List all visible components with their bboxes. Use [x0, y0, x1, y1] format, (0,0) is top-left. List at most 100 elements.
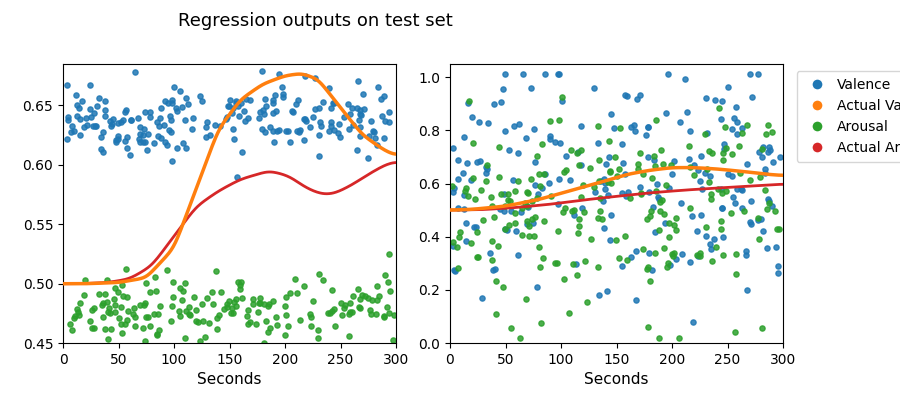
Point — [487, 101, 501, 107]
Point — [466, 140, 481, 146]
Point — [716, 150, 731, 156]
Point — [158, 98, 173, 104]
Point — [240, 321, 255, 328]
Point — [160, 100, 175, 106]
Point — [111, 133, 125, 139]
Point — [653, 199, 668, 205]
Point — [63, 321, 77, 327]
Point — [624, 254, 638, 261]
Point — [64, 129, 78, 136]
Point — [524, 84, 538, 91]
Point — [252, 300, 266, 306]
Point — [475, 216, 490, 223]
Point — [364, 118, 378, 124]
Point — [734, 186, 748, 192]
Point — [111, 120, 125, 126]
Point — [659, 110, 673, 117]
Point — [590, 123, 605, 129]
Point — [640, 266, 654, 273]
Point — [353, 296, 367, 302]
Point — [104, 326, 118, 332]
Point — [702, 179, 716, 185]
Point — [641, 123, 655, 130]
Point — [544, 192, 558, 199]
Point — [654, 197, 669, 203]
Point — [345, 309, 359, 316]
Point — [112, 314, 126, 321]
Point — [725, 194, 740, 201]
Point — [342, 299, 356, 306]
Point — [529, 153, 544, 159]
Point — [699, 223, 714, 230]
Point — [363, 306, 377, 313]
Point — [644, 208, 659, 214]
Point — [665, 251, 680, 257]
Point — [468, 196, 482, 203]
Point — [285, 108, 300, 114]
Point — [297, 136, 311, 143]
Point — [356, 106, 371, 112]
Point — [94, 146, 108, 152]
Point — [683, 128, 698, 134]
Point — [518, 200, 532, 206]
Point — [714, 186, 728, 192]
Point — [100, 298, 114, 305]
Point — [524, 176, 538, 182]
Point — [281, 323, 295, 329]
Point — [314, 122, 328, 129]
Point — [353, 133, 367, 139]
Point — [521, 233, 535, 239]
Point — [323, 123, 338, 129]
Point — [706, 236, 721, 243]
Point — [613, 125, 627, 131]
Point — [624, 123, 638, 130]
Point — [223, 310, 238, 316]
Point — [96, 128, 111, 135]
Point — [147, 311, 161, 317]
Point — [646, 157, 661, 164]
Point — [266, 100, 281, 107]
X-axis label: Seconds: Seconds — [197, 372, 262, 387]
Point — [672, 335, 687, 341]
Point — [364, 296, 379, 303]
Point — [140, 147, 154, 153]
Point — [258, 318, 273, 324]
Point — [87, 123, 102, 129]
Point — [661, 71, 675, 78]
Point — [716, 252, 731, 258]
Point — [518, 295, 533, 302]
Point — [225, 110, 239, 117]
Point — [267, 139, 282, 146]
Point — [504, 208, 518, 214]
Point — [73, 300, 87, 306]
Point — [593, 195, 608, 201]
Point — [115, 330, 130, 336]
Point — [326, 346, 340, 352]
Point — [662, 219, 676, 226]
Point — [705, 150, 719, 156]
Point — [572, 223, 587, 229]
Point — [277, 332, 292, 338]
Point — [569, 261, 583, 267]
Point — [494, 99, 508, 105]
Point — [715, 205, 729, 211]
Point — [178, 145, 193, 152]
Point — [229, 296, 243, 302]
Point — [452, 233, 466, 240]
Point — [157, 122, 171, 128]
Point — [604, 180, 618, 186]
Point — [644, 267, 659, 274]
Point — [510, 178, 525, 184]
Point — [716, 140, 731, 147]
Point — [349, 105, 364, 111]
Point — [116, 293, 130, 299]
Point — [725, 172, 740, 179]
Point — [75, 98, 89, 105]
Point — [717, 124, 732, 130]
Point — [497, 208, 511, 214]
Point — [143, 114, 157, 120]
Point — [451, 176, 465, 182]
Point — [159, 267, 174, 273]
Point — [370, 282, 384, 289]
Point — [526, 126, 541, 132]
